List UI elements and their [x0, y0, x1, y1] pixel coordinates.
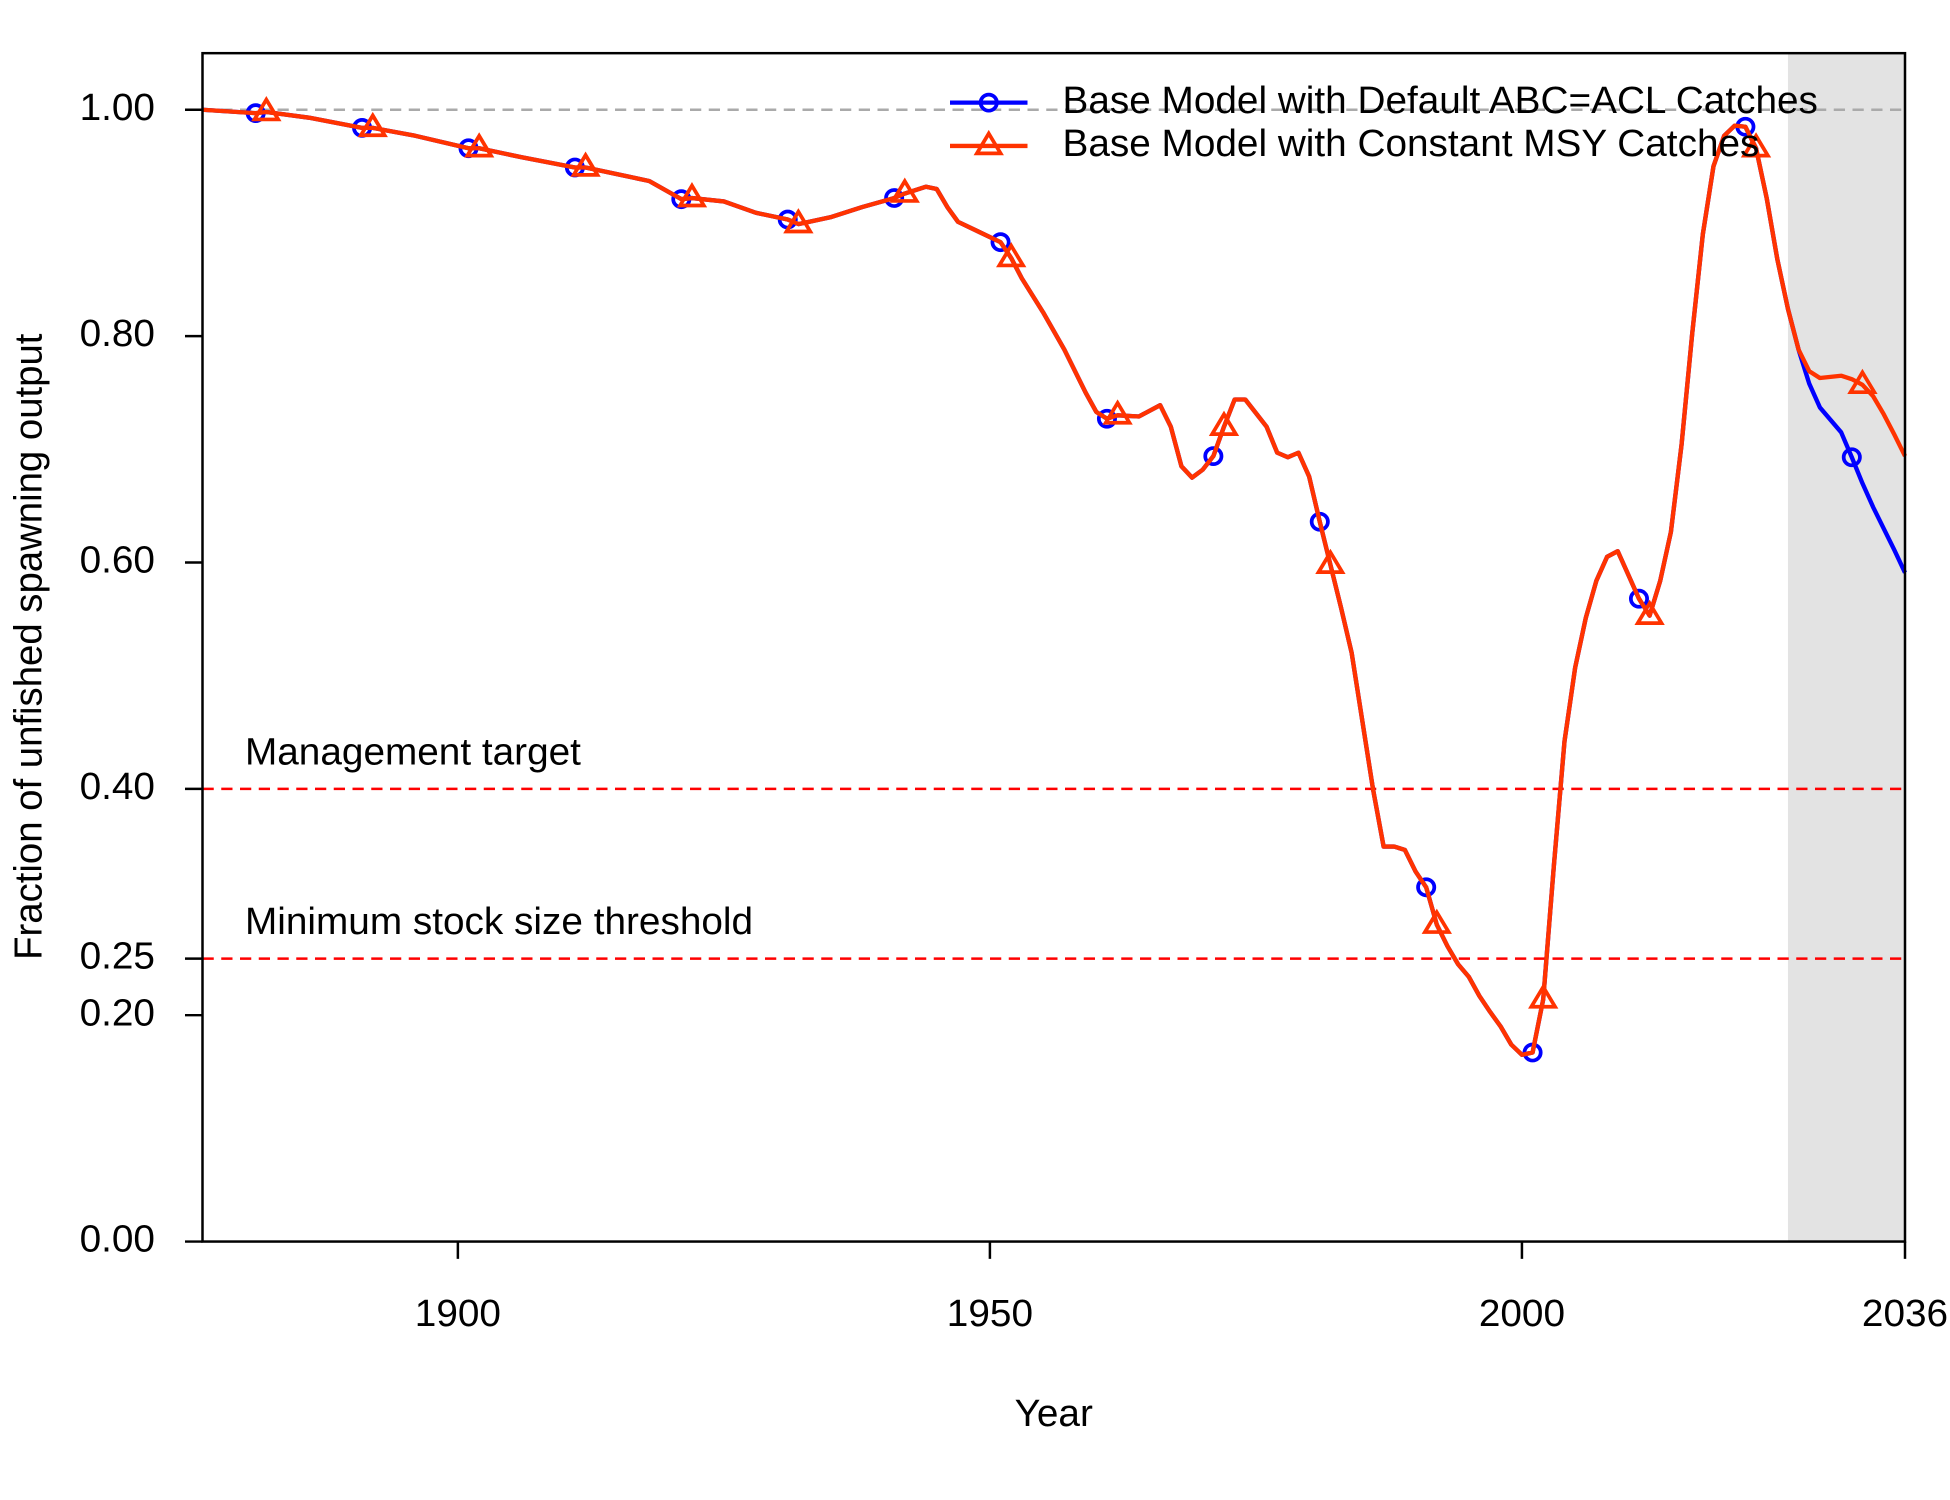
point-marker [676, 182, 708, 208]
point-marker [1102, 399, 1133, 425]
series-line [202, 107, 1907, 1057]
point-marker [783, 208, 814, 234]
point-marker [570, 151, 601, 177]
point-marker [357, 111, 388, 138]
reference-label: Minimum stock size threshold [245, 900, 753, 943]
y-tick-label: 0.25 [80, 935, 155, 978]
point-marker [990, 232, 1011, 253]
point-marker [1841, 447, 1862, 468]
x-tick-label: 2036 [1862, 1292, 1948, 1335]
x-tick-label: 1900 [415, 1292, 501, 1335]
point-marker [1528, 983, 1559, 1009]
y-tick-label: 0.80 [80, 312, 155, 355]
point-marker [251, 96, 282, 122]
point-marker [1421, 908, 1452, 934]
point-marker [884, 188, 905, 208]
point-marker [463, 132, 495, 158]
legend-label: Base Model with Default ABC=ACL Catches [1063, 79, 1818, 122]
point-marker [1416, 877, 1437, 898]
legend-marker [978, 92, 999, 113]
y-tick-label: 1.00 [80, 86, 155, 129]
x-tick-label: 1950 [947, 1292, 1033, 1335]
y-tick-label: 0.00 [80, 1218, 155, 1261]
point-marker [1096, 408, 1117, 429]
point-marker [1740, 132, 1772, 158]
point-marker [996, 242, 1027, 268]
y-axis-label: Fraction of unfished spawning output [7, 333, 50, 960]
x-tick-label: 2000 [1479, 1292, 1565, 1335]
point-marker [1203, 446, 1224, 466]
point-marker [1628, 588, 1649, 609]
legend: Base Model with Default ABC=ACL CatchesB… [950, 79, 1818, 165]
point-marker [1208, 410, 1240, 436]
point-marker [1847, 368, 1878, 395]
legend-marker [973, 129, 1004, 156]
y-tick-label: 0.40 [80, 765, 155, 808]
forecast-region [1787, 53, 1905, 1242]
x-axis-label: Year [1015, 1392, 1093, 1435]
reference-label: Management target [245, 731, 581, 774]
point-marker [1634, 599, 1665, 625]
plot-frame [201, 51, 1907, 1243]
legend-label: Base Model with Constant MSY Catches [1063, 122, 1760, 165]
point-marker [1315, 548, 1346, 575]
y-tick-label: 0.60 [80, 539, 155, 582]
point-marker [889, 177, 920, 203]
y-tick-label: 0.20 [80, 992, 155, 1035]
